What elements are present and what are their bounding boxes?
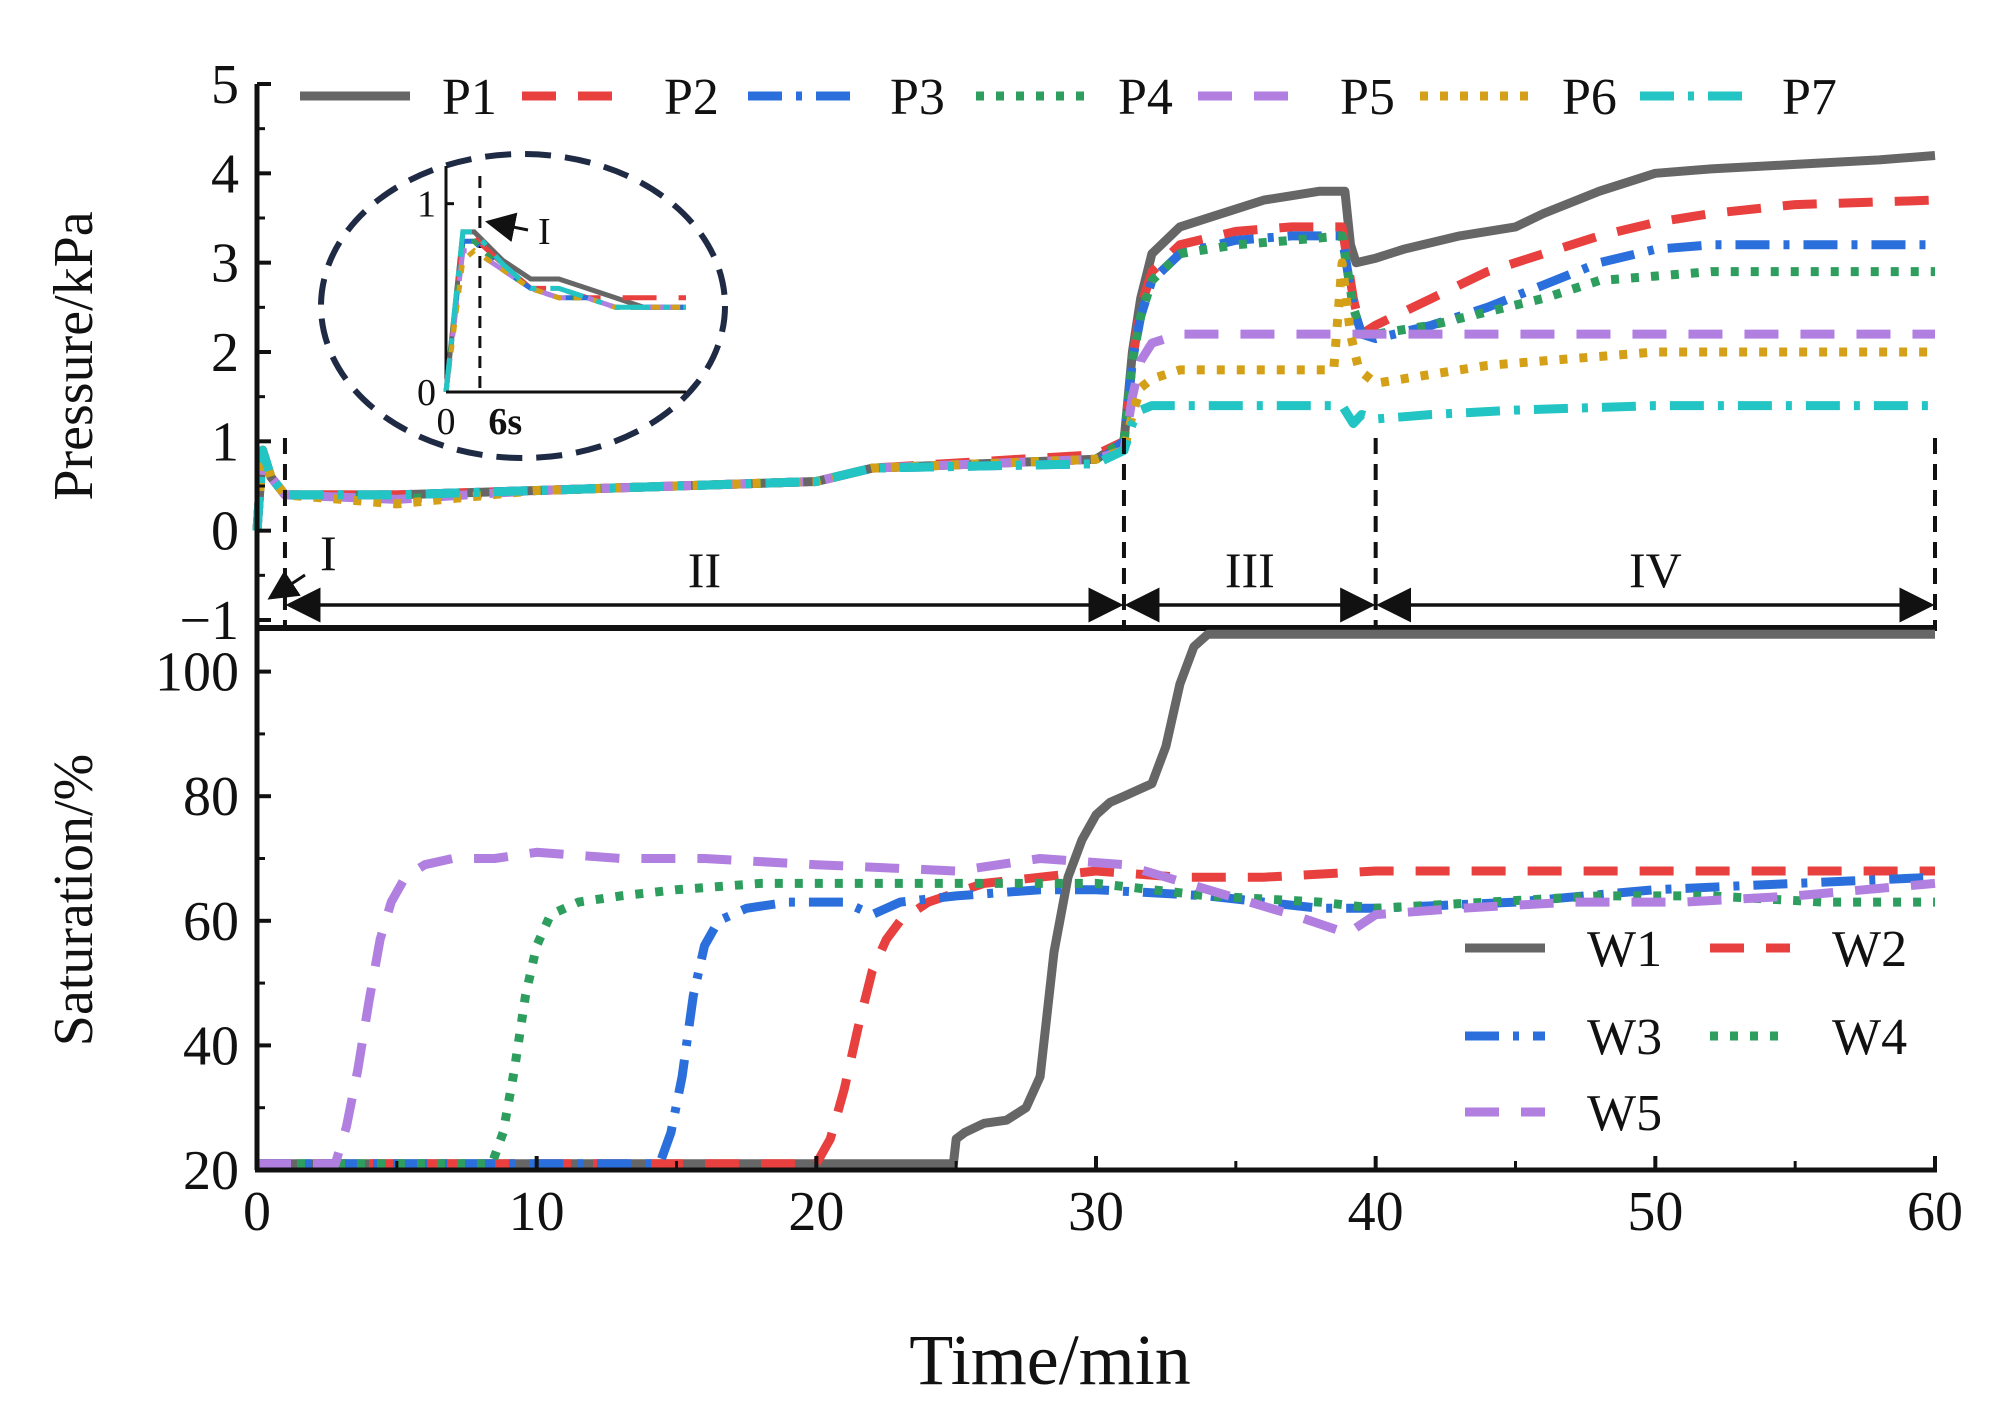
legend-label-p7: P7: [1782, 69, 1837, 126]
legend-label-w2: W2: [1832, 921, 1907, 978]
pressure-line-p6: [252, 258, 1935, 532]
inset-line-p2: [443, 235, 686, 393]
time-xtick-label: 60: [1907, 1181, 1963, 1243]
inset-line-p6: [443, 247, 686, 393]
pressure-ytick-label: 2: [211, 322, 239, 384]
time-x-title: Time/min: [909, 1320, 1190, 1400]
saturation-y-title: Saturation/%: [43, 754, 105, 1046]
inset-ytick-label: 0: [417, 372, 436, 414]
legend-label-w1: W1: [1587, 921, 1662, 978]
time-xtick-label: 20: [788, 1181, 844, 1243]
legend-label-p2: P2: [664, 69, 719, 126]
saturation-ytick-label: 60: [183, 891, 239, 953]
saturation-line-w4: [257, 878, 1935, 1169]
stage-annotations: II III IVI: [267, 438, 1937, 628]
inset-ytick-label: 1: [417, 184, 436, 226]
time-xtick-label: 50: [1627, 1181, 1683, 1243]
inset-line-p4: [443, 238, 686, 393]
pressure-line-p1: [252, 151, 1936, 532]
legend-label-p3: P3: [890, 69, 945, 126]
time-xtick-label: 30: [1068, 1181, 1124, 1243]
pressure-ytick-label: −1: [179, 590, 239, 652]
inset-marker-label: I: [538, 211, 551, 253]
stage-label-iii: III: [1225, 542, 1275, 598]
pressure-ytick-label: 5: [211, 54, 239, 116]
pressure-ytick-label: 0: [211, 501, 239, 563]
pressure-line-p4: [252, 231, 1935, 532]
pressure-line-p7: [252, 401, 1935, 532]
saturation-panel: 20 40 60 80 100 0 10 20 30 40 50 60 Saturation/% T…: [43, 628, 1963, 1400]
inset-line-p5: [443, 248, 686, 393]
legend-label-w4: W4: [1832, 1009, 1907, 1066]
saturation-legend: W1 W2 W3 W4 W5: [1465, 921, 1907, 1142]
legend-label-p4: P4: [1118, 69, 1173, 126]
pressure-series-group: [252, 151, 1936, 532]
inset-line-p3: [443, 238, 686, 393]
saturation-line-w3: [257, 872, 1936, 1169]
saturation-ytick-label: 40: [183, 1015, 239, 1077]
saturation-line-w2: [257, 866, 1935, 1169]
inset-xtick-label: 6s: [488, 401, 522, 443]
time-xtick-label: 0: [243, 1181, 271, 1243]
inset-ellipse: [318, 151, 728, 461]
saturation-ytick-label: 80: [183, 766, 239, 828]
time-xtick-label: 40: [1348, 1181, 1404, 1243]
legend-label-w3: W3: [1587, 1009, 1662, 1066]
saturation-series-group: [257, 629, 1936, 1169]
stage-label-i: I: [320, 525, 337, 581]
inset-line-p7: [443, 229, 686, 393]
stage-label-ii: II: [688, 542, 721, 598]
legend-label-p5: P5: [1340, 69, 1395, 126]
legend-label-w5: W5: [1587, 1085, 1662, 1142]
saturation-line-w1: [257, 629, 1935, 1169]
pressure-y-ticks: −1 0 1 2 3 4 5: [179, 54, 271, 652]
pressure-line-p5: [252, 329, 1935, 532]
inset-line-p1: [443, 229, 686, 393]
pressure-y-title: Pressure/kPa: [43, 211, 105, 500]
saturation-line-w5: [257, 847, 1936, 1169]
stage-arrow-small: [267, 570, 306, 600]
pressure-ytick-label: 4: [211, 143, 239, 205]
saturation-ytick-label: 20: [183, 1140, 239, 1202]
pressure-ytick-label: 3: [211, 233, 239, 295]
inset-xtick-label: 0: [437, 401, 456, 443]
inset-marker-arrow: [485, 212, 529, 243]
legend-label-p1: P1: [442, 69, 497, 126]
saturation-ytick-label: 100: [155, 642, 239, 704]
pressure-ytick-label: 1: [211, 411, 239, 473]
pressure-legend: P1 P2 P3 P4 P5 P6 P7: [300, 69, 1837, 126]
time-xtick-label: 10: [509, 1181, 565, 1243]
stage-label-iv: IV: [1629, 542, 1682, 598]
pressure-inset: 0 1 0 6s I: [318, 151, 728, 461]
legend-label-p6: P6: [1562, 69, 1617, 126]
time-x-ticks: 0 10 20 30 40 50 60: [243, 1156, 1963, 1243]
pressure-line-p3: [252, 231, 1935, 532]
saturation-y-ticks: 20 40 60 80 100: [155, 642, 271, 1202]
